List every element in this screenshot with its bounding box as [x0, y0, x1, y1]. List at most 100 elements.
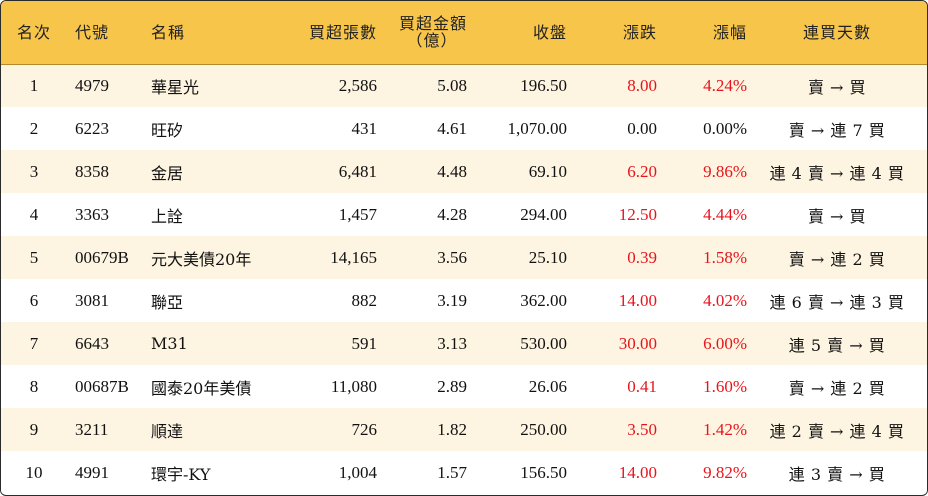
cell-buy-lots: 11,080 — [330, 376, 377, 396]
cell-buy-lots: 2,586 — [338, 75, 377, 95]
cell-consecutive-days: 連 3 賣 → 買 — [788, 464, 886, 484]
cell-buy-lots: 1,457 — [338, 204, 377, 224]
cell-change: 14.00 — [618, 462, 657, 482]
cell-close: 25.10 — [528, 247, 567, 267]
cell-rank: 9 — [29, 419, 39, 439]
cell-buy-amount: 3.56 — [437, 247, 467, 267]
cell-change: 12.50 — [618, 204, 657, 224]
cell-code: 8358 — [75, 161, 109, 181]
cell-buy-lots: 14,165 — [330, 247, 377, 267]
cell-close: 1,070.00 — [507, 118, 568, 138]
table-row: 2 6223 旺矽 431 4.61 1,070.00 0.00 0.00% 賣… — [1, 107, 927, 150]
cell-rank: 7 — [29, 333, 39, 353]
cell-code: 6223 — [75, 118, 109, 138]
header-row: 名次 代號 名稱 買超張數 買超金額 （億） 收盤 漲跌 漲幅 連買天數 — [1, 1, 927, 65]
cell-change: 8.00 — [627, 75, 657, 95]
cell-rank: 1 — [29, 75, 39, 95]
table-row: 7 6643 M31 591 3.13 530.00 30.00 6.00% 連… — [1, 322, 927, 365]
header-rank: 名次 — [1, 1, 67, 65]
header-buy-amount-line1: 買超金額 — [398, 14, 467, 34]
cell-change: 6.20 — [627, 161, 657, 181]
cell-consecutive-days: 連 5 賣 → 買 — [788, 335, 886, 355]
cell-buy-amount: 1.82 — [437, 419, 467, 439]
cell-consecutive-days: 連 6 賣 → 連 3 買 — [769, 292, 905, 312]
table-row: 1 4979 華星光 2,586 5.08 196.50 8.00 4.24% … — [1, 64, 927, 107]
cell-consecutive-days: 賣 → 買 — [807, 206, 867, 226]
cell-buy-lots: 1,004 — [338, 462, 377, 482]
cell-buy-lots: 726 — [351, 419, 378, 439]
cell-change: 0.39 — [627, 247, 657, 267]
cell-change: 0.00 — [627, 118, 657, 138]
cell-code: 3081 — [75, 290, 109, 310]
cell-buy-lots: 882 — [351, 290, 378, 310]
table-row: 10 4991 環宇-KY 1,004 1.57 156.50 14.00 9.… — [1, 451, 927, 494]
cell-change-pct: 9.86% — [703, 161, 747, 181]
cell-change-pct: 6.00% — [703, 333, 747, 353]
cell-consecutive-days: 賣 → 連 2 買 — [788, 249, 886, 269]
cell-name: 金居 — [151, 163, 184, 183]
cell-buy-amount: 1.57 — [437, 462, 467, 482]
cell-close: 530.00 — [520, 333, 567, 353]
cell-close: 294.00 — [520, 204, 567, 224]
table-row: 5 00679B 元大美債20年 14,165 3.56 25.10 0.39 … — [1, 236, 927, 279]
header-buy-amount: 買超金額 （億） — [377, 1, 477, 65]
cell-buy-lots: 431 — [351, 118, 378, 138]
cell-code: 00679B — [75, 247, 129, 267]
cell-close: 69.10 — [528, 161, 567, 181]
cell-change-pct: 9.82% — [703, 462, 747, 482]
cell-buy-amount: 4.28 — [437, 204, 467, 224]
cell-consecutive-days: 賣 → 連 7 買 — [788, 120, 886, 140]
header-buy-amount-line2: （億） — [406, 31, 458, 51]
cell-buy-amount: 4.48 — [437, 161, 467, 181]
cell-change: 3.50 — [627, 419, 657, 439]
cell-rank: 6 — [29, 290, 39, 310]
table-header: 名次 代號 名稱 買超張數 買超金額 （億） 收盤 漲跌 漲幅 連買天數 — [1, 1, 927, 65]
header-code: 代號 — [67, 1, 141, 65]
cell-buy-lots: 6,481 — [338, 161, 377, 181]
cell-name: M31 — [151, 334, 188, 353]
cell-consecutive-days: 賣 → 連 2 買 — [788, 378, 886, 398]
cell-close: 156.50 — [520, 462, 567, 482]
cell-name: 華星光 — [151, 77, 200, 97]
cell-rank: 10 — [25, 462, 43, 482]
cell-rank: 5 — [29, 247, 39, 267]
cell-code: 6643 — [75, 333, 109, 353]
table-row: 3 8358 金居 6,481 4.48 69.10 6.20 9.86% 連 … — [1, 150, 927, 193]
cell-consecutive-days: 連 4 賣 → 連 4 買 — [769, 163, 905, 183]
cell-buy-lots: 591 — [351, 333, 378, 353]
cell-rank: 8 — [29, 376, 39, 396]
cell-name: 國泰20年美債 — [151, 378, 252, 398]
cell-change: 0.41 — [627, 376, 657, 396]
cell-change: 30.00 — [618, 333, 657, 353]
cell-name: 聯亞 — [151, 292, 184, 312]
cell-rank: 2 — [29, 118, 39, 138]
cell-name: 上詮 — [151, 206, 184, 226]
cell-code: 3363 — [75, 204, 109, 224]
cell-change-pct: 4.24% — [703, 75, 747, 95]
cell-code: 4991 — [75, 462, 109, 482]
table-row: 9 3211 順達 726 1.82 250.00 3.50 1.42% 連 2… — [1, 408, 927, 451]
cell-rank: 4 — [29, 204, 39, 224]
header-name: 名稱 — [141, 1, 281, 65]
cell-buy-amount: 5.08 — [437, 75, 467, 95]
cell-consecutive-days: 賣 → 買 — [807, 77, 867, 97]
table-row: 8 00687B 國泰20年美債 11,080 2.89 26.06 0.41 … — [1, 365, 927, 408]
header-change-pct: 漲幅 — [657, 1, 747, 65]
table-row: 4 3363 上詮 1,457 4.28 294.00 12.50 4.44% … — [1, 193, 927, 236]
cell-name: 旺矽 — [151, 120, 184, 140]
header-change: 漲跌 — [567, 1, 657, 65]
cell-close: 26.06 — [528, 376, 567, 396]
cell-change-pct: 4.44% — [703, 204, 747, 224]
cell-rank: 3 — [29, 161, 39, 181]
header-buy-lots: 買超張數 — [281, 1, 377, 65]
cell-name: 順達 — [151, 421, 184, 441]
cell-name: 元大美債20年 — [151, 249, 252, 269]
cell-buy-amount: 3.19 — [437, 290, 467, 310]
cell-change-pct: 1.58% — [703, 247, 747, 267]
cell-change: 14.00 — [618, 290, 657, 310]
cell-change-pct: 4.02% — [703, 290, 747, 310]
cell-close: 250.00 — [520, 419, 567, 439]
cell-change-pct: 0.00% — [703, 118, 747, 138]
